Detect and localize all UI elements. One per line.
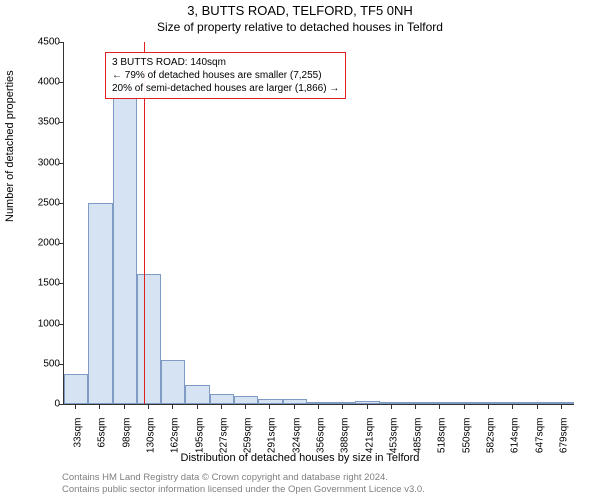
x-tick-mark — [512, 405, 513, 409]
y-tick-label: 1000 — [24, 318, 60, 329]
y-tick-mark — [59, 42, 63, 43]
x-tick-mark — [561, 405, 562, 409]
annotation-line: 20% of semi-detached houses are larger (… — [112, 82, 339, 95]
x-tick-mark — [197, 405, 198, 409]
x-tick-label: 227sqm — [218, 418, 229, 468]
histogram-bar — [380, 402, 404, 404]
x-tick-mark — [367, 405, 368, 409]
x-tick-mark — [488, 405, 489, 409]
x-tick-mark — [439, 405, 440, 409]
y-tick-mark — [59, 324, 63, 325]
histogram-bar — [525, 402, 549, 404]
y-tick-mark — [59, 203, 63, 204]
x-tick-mark — [99, 405, 100, 409]
x-tick-label: 324sqm — [291, 418, 302, 468]
histogram-bar — [404, 402, 428, 404]
histogram-bar — [283, 399, 307, 404]
histogram-bar — [477, 402, 501, 404]
y-tick-label: 4500 — [24, 37, 60, 48]
y-tick-mark — [59, 404, 63, 405]
histogram-bar — [210, 394, 234, 404]
histogram-bar — [453, 402, 477, 404]
credit-line-1: Contains HM Land Registry data © Crown c… — [62, 472, 388, 483]
x-tick-label: 130sqm — [146, 418, 157, 468]
x-tick-label: 485sqm — [413, 418, 424, 468]
histogram-bar — [137, 274, 161, 404]
annotation-box: 3 BUTTS ROAD: 140sqm← 79% of detached ho… — [105, 52, 346, 99]
x-tick-label: 98sqm — [121, 418, 132, 468]
y-tick-label: 3500 — [24, 117, 60, 128]
x-tick-mark — [415, 405, 416, 409]
histogram-bar — [258, 399, 282, 404]
x-tick-mark — [294, 405, 295, 409]
x-tick-label: 421sqm — [364, 418, 375, 468]
histogram-bar — [64, 374, 88, 404]
y-tick-label: 4000 — [24, 77, 60, 88]
histogram-bar — [113, 82, 137, 404]
y-tick-label: 500 — [24, 358, 60, 369]
credit-line-2: Contains public sector information licen… — [62, 484, 425, 495]
x-tick-mark — [124, 405, 125, 409]
y-tick-mark — [59, 243, 63, 244]
x-tick-label: 33sqm — [73, 418, 84, 468]
x-tick-label: 195sqm — [194, 418, 205, 468]
x-tick-label: 162sqm — [170, 418, 181, 468]
histogram-bar — [331, 402, 355, 404]
x-tick-label: 614sqm — [510, 418, 521, 468]
chart-container: { "chart": { "type": "histogram", "title… — [0, 0, 600, 500]
annotation-line: ← 79% of detached houses are smaller (7,… — [112, 69, 339, 82]
x-tick-mark — [245, 405, 246, 409]
histogram-bar — [234, 396, 258, 404]
y-tick-mark — [59, 163, 63, 164]
y-tick-label: 2500 — [24, 197, 60, 208]
chart-title: 3, BUTTS ROAD, TELFORD, TF5 0NH — [0, 3, 600, 18]
y-tick-label: 3000 — [24, 157, 60, 168]
x-tick-mark — [172, 405, 173, 409]
histogram-bar — [550, 402, 574, 404]
chart-subtitle: Size of property relative to detached ho… — [0, 20, 600, 34]
x-tick-label: 65sqm — [97, 418, 108, 468]
x-tick-label: 679sqm — [558, 418, 569, 468]
x-tick-label: 356sqm — [316, 418, 327, 468]
histogram-bar — [307, 402, 331, 404]
histogram-bar — [501, 402, 525, 404]
x-tick-label: 518sqm — [437, 418, 448, 468]
y-tick-label: 2000 — [24, 238, 60, 249]
x-tick-mark — [148, 405, 149, 409]
x-tick-mark — [391, 405, 392, 409]
x-tick-label: 647sqm — [534, 418, 545, 468]
y-tick-label: 1500 — [24, 278, 60, 289]
x-tick-mark — [342, 405, 343, 409]
histogram-bar — [355, 401, 379, 404]
x-tick-label: 291sqm — [267, 418, 278, 468]
y-tick-mark — [59, 82, 63, 83]
histogram-bar — [185, 385, 209, 404]
y-tick-label: 0 — [24, 399, 60, 410]
histogram-bar — [161, 360, 185, 404]
annotation-line: 3 BUTTS ROAD: 140sqm — [112, 56, 339, 69]
y-axis-label: Number of detached properties — [4, 70, 16, 222]
x-tick-mark — [537, 405, 538, 409]
x-tick-label: 582sqm — [486, 418, 497, 468]
x-tick-mark — [464, 405, 465, 409]
histogram-bar — [428, 402, 452, 404]
y-tick-mark — [59, 364, 63, 365]
x-tick-mark — [318, 405, 319, 409]
y-tick-mark — [59, 283, 63, 284]
x-tick-label: 453sqm — [388, 418, 399, 468]
x-tick-label: 388sqm — [340, 418, 351, 468]
x-tick-mark — [75, 405, 76, 409]
x-tick-mark — [269, 405, 270, 409]
x-tick-label: 550sqm — [461, 418, 472, 468]
x-tick-label: 259sqm — [243, 418, 254, 468]
y-tick-mark — [59, 122, 63, 123]
x-tick-mark — [221, 405, 222, 409]
histogram-bar — [88, 203, 112, 404]
